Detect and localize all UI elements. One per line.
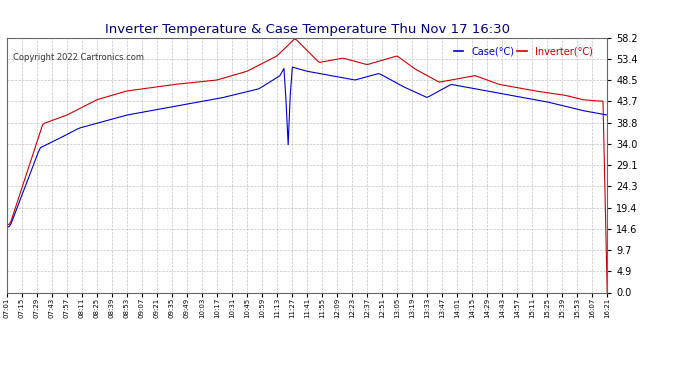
Text: Copyright 2022 Cartronics.com: Copyright 2022 Cartronics.com	[13, 53, 144, 62]
Legend: Case(°C), Inverter(°C): Case(°C), Inverter(°C)	[450, 42, 596, 60]
Title: Inverter Temperature & Case Temperature Thu Nov 17 16:30: Inverter Temperature & Case Temperature …	[105, 23, 509, 36]
